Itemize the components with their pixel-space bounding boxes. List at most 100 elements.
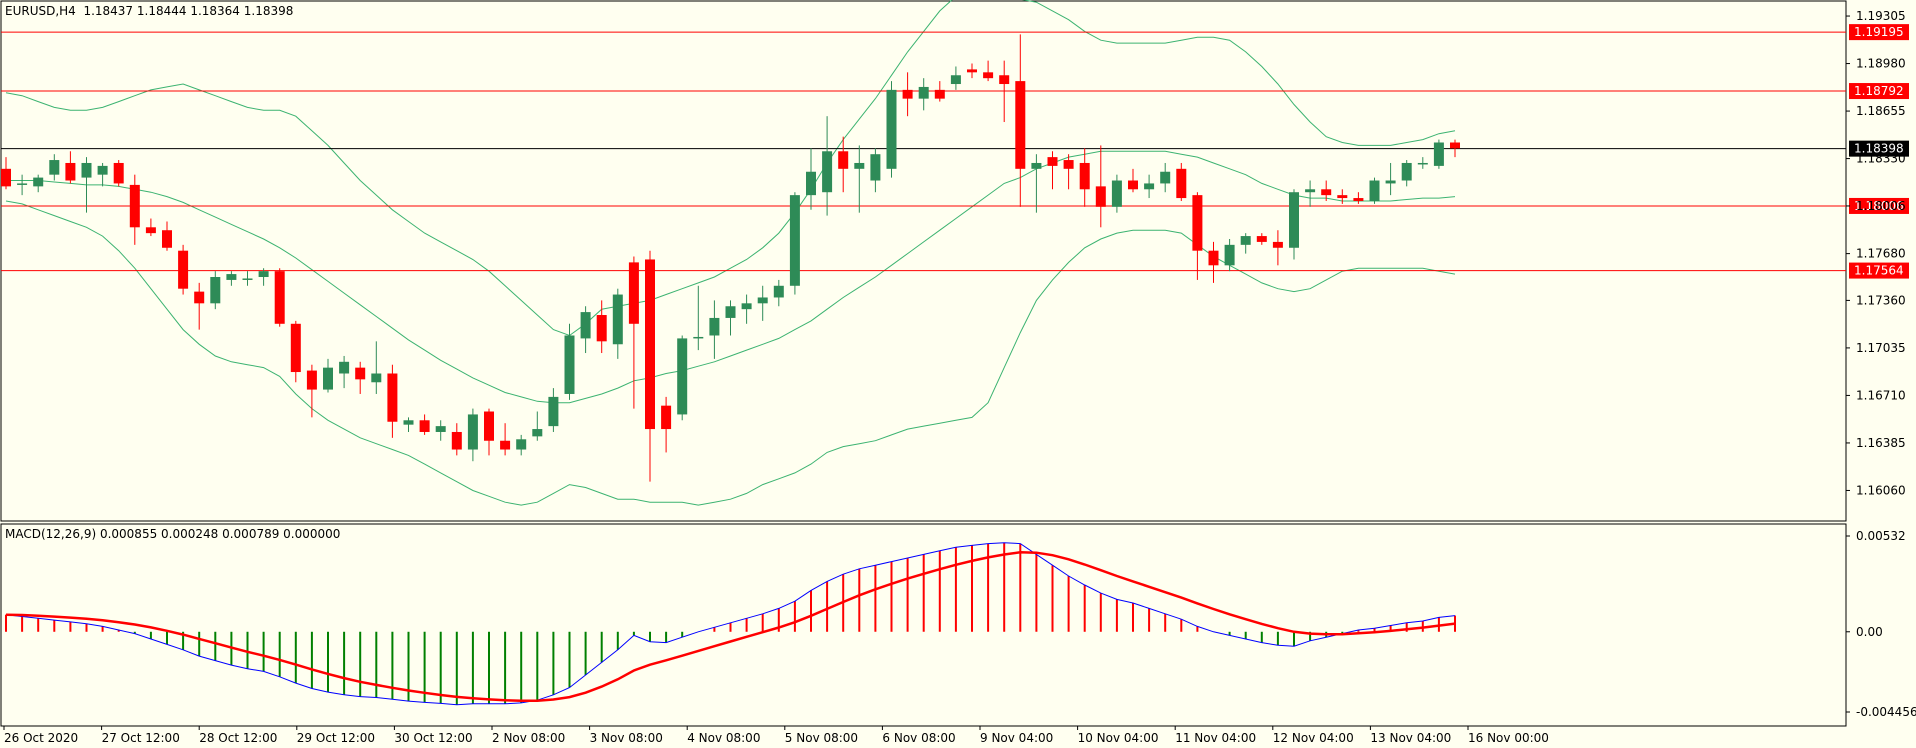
candle-body [838,151,849,169]
candle-body [870,154,881,181]
candle-body [97,165,108,175]
time-tick-label: 6 Nov 08:00 [882,731,955,745]
candle-body [967,69,977,73]
candle-body [725,306,736,318]
level-label-1.18006: 1.18006 [1854,199,1904,213]
candle-body [387,373,398,422]
candle-body [435,426,446,432]
candle-body [49,160,60,175]
candle-body [580,312,591,339]
candle-body [1128,180,1138,190]
candlesticks [1,34,1460,482]
candle-body [596,315,607,342]
level-tag-1.17564 [1849,262,1909,279]
time-tick-label: 29 Oct 12:00 [297,731,375,745]
candle-body [983,72,994,79]
macd-main-line [5,542,1456,706]
candle-body [1176,168,1187,199]
macd-panel[interactable]: 0.00532 0.00 -0.004456 [0,523,1916,727]
candle-body [145,227,156,234]
candle-body [226,274,237,280]
candle-body [516,439,527,450]
candle-body [194,291,205,304]
macd-tick-label: 0.00532 [1856,529,1906,543]
time-tick-label: 11 Nov 04:00 [1175,731,1256,745]
candle-body [934,89,945,99]
price-tick-label: 1.17680 [1856,247,1906,261]
candle-body [290,323,301,373]
candle-body [500,440,511,450]
candle-body [1240,236,1251,245]
candle-body [661,405,672,430]
macd-tick-label: 0.00 [1856,625,1883,639]
candle-body [612,294,623,345]
time-tick-label: 2 Nov 08:00 [492,731,565,745]
candle-body [1,168,11,187]
candle-body [17,183,28,185]
price-axis: 1.19195 1.18792 1.18398 1.18006 1.17564 1.193… [1846,9,1909,497]
candle-body [789,195,800,286]
price-tick-label: 1.16060 [1856,483,1906,497]
candle-body [1289,192,1299,248]
price-tick-label: 1.18980 [1856,57,1906,71]
macd-lines [5,542,1456,706]
time-tick-label: 10 Nov 04:00 [1078,731,1159,745]
price-tick-label: 1.18006 [1856,199,1906,213]
bollinger-upper-line [5,0,1456,337]
time-tick-label: 30 Oct 12:00 [394,731,472,745]
candle-body [854,162,865,169]
level-tag-1.18792 [1849,83,1909,100]
candle-body [1079,162,1090,190]
candle-body [950,75,961,85]
candle-body [1144,183,1155,190]
price-panel[interactable]: 1.19195 1.18792 1.18398 1.18006 1.17564 1.193… [0,0,1909,522]
candle-body [628,262,639,324]
candle-body [757,297,768,304]
candle-body [1433,142,1444,166]
time-tick-label: 5 Nov 08:00 [785,731,858,745]
candle-body [1160,171,1171,184]
time-tick-label: 28 Oct 12:00 [199,731,277,745]
level-label-1.18398: 1.18398 [1854,142,1904,156]
time-tick-label: 12 Nov 04:00 [1273,731,1354,745]
time-tick-label: 27 Oct 12:00 [102,731,180,745]
level-tag-1.19195 [1849,24,1909,41]
candle-body [1272,241,1283,248]
time-tick-label: 4 Nov 08:00 [687,731,760,745]
candle-body [1095,186,1106,207]
candle-body [33,177,44,187]
candle-body [65,162,76,181]
price-tick-label: 1.18330 [1856,152,1906,166]
candle-body [258,271,269,278]
bollinger-middle-line [6,150,1456,404]
price-tick-label: 1.17035 [1856,341,1906,355]
macd-axis: 0.00532 0.00 -0.004456 [1846,529,1916,719]
candle-body [806,171,816,196]
candle-body [918,86,929,99]
candle-body [371,373,382,383]
time-tick-label: 16 Nov 00:00 [1468,731,1549,745]
candle-body [1450,142,1460,149]
candle-body [484,411,494,441]
candle-body [355,367,366,380]
candle-body [1256,236,1267,242]
candle-body [1417,162,1428,165]
candle-body [645,259,655,430]
time-axis: 26 Oct 2020 27 Oct 12:00 28 Oct 12:00 29 Oc… [3,726,1549,745]
candle-body [242,278,253,280]
candle-body [1369,180,1380,201]
candle-body [1321,189,1332,196]
candle-body [1047,157,1058,166]
price-tick-label: 1.16710 [1856,388,1906,402]
candle-body [403,420,414,425]
time-tick-label: 9 Nov 04:00 [980,731,1053,745]
candle-body [323,367,333,390]
candle-body [1111,180,1122,207]
macd-tick-label: -0.004456 [1856,705,1916,719]
candle-body [999,75,1010,85]
time-tick-label: 3 Nov 08:00 [590,731,663,745]
candle-body [886,89,897,169]
candle-body [1192,195,1203,251]
macd-signal-line [5,551,1456,703]
